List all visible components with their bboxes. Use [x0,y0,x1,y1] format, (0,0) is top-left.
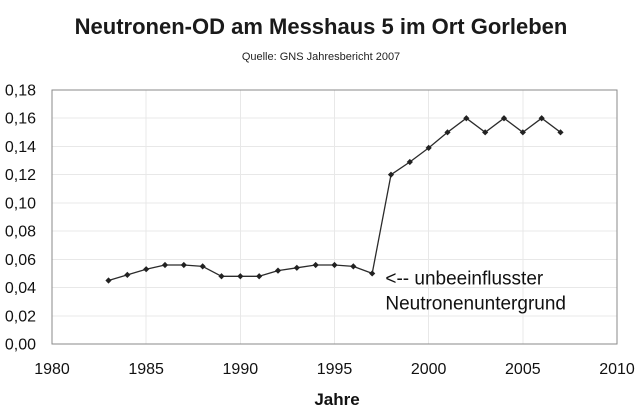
x-tick-label: 1985 [128,361,164,378]
data-point-marker [293,264,300,271]
y-tick-label: 0,08 [5,224,36,241]
x-axis-tick-labels: 1980 1985 1990 1995 2000 2005 2010 [34,361,635,378]
y-tick-label: 0,14 [5,139,36,156]
data-point-marker [237,273,244,280]
x-tick-label: 1980 [34,361,70,378]
data-point-marker [161,261,169,269]
data-point-marker [406,158,413,166]
data-point-marker [369,270,376,277]
data-point-marker [218,273,225,280]
data-point-marker [312,261,319,269]
y-tick-label: 0,06 [5,252,36,269]
chart-subtitle: Quelle: GNS Jahresbericht 2007 [241,51,401,63]
gridlines [52,90,617,344]
annotation-line: Neutronenuntergrund [385,293,566,314]
data-point-marker [538,115,545,122]
data-point-marker [180,261,187,269]
chart-title: Neutronen-OD am Messhaus 5 im Ort Gorleb… [74,14,568,39]
data-point-marker [274,267,282,274]
x-axis-label: Jahre [314,390,359,409]
data-series [105,115,564,284]
data-point-marker [519,129,526,136]
x-tick-label: 2010 [599,361,635,378]
y-tick-label: 0,12 [5,167,36,184]
data-point-marker [199,263,206,270]
annotation-line: <-- unbeeinflusster [385,268,544,289]
data-point-marker [444,129,451,136]
data-point-marker [482,129,489,136]
data-point-marker [331,261,338,269]
data-point-marker [463,115,470,122]
y-tick-label: 0,00 [5,337,36,354]
data-point-marker [425,144,432,151]
y-tick-label: 0,18 [5,83,36,100]
data-point-marker [143,266,150,273]
x-tick-label: 2005 [505,361,541,378]
plot-frame [51,89,618,345]
annotation-unbeeinflusster-neutronenuntergrund: <-- unbeeinflusster Neutronenuntergrund [385,268,566,314]
data-point-marker [256,273,263,280]
x-tick-label: 1995 [317,361,353,378]
y-tick-label: 0,02 [5,308,36,325]
y-axis-tick-labels: 0,00 0,02 0,04 0,06 0,08 0,10 0,12 0,14 0,16 0,18 [5,83,36,354]
data-point-marker [105,277,112,284]
data-point-marker [124,271,131,278]
data-point-marker [350,263,357,270]
y-tick-label: 0,16 [5,111,36,128]
y-tick-label: 0,04 [5,280,36,297]
data-point-marker [500,115,508,122]
data-point-marker [557,129,564,136]
x-tick-label: 1990 [223,361,259,378]
data-point-marker [387,171,395,178]
y-tick-label: 0,10 [5,195,36,212]
x-tick-label: 2000 [411,361,447,378]
